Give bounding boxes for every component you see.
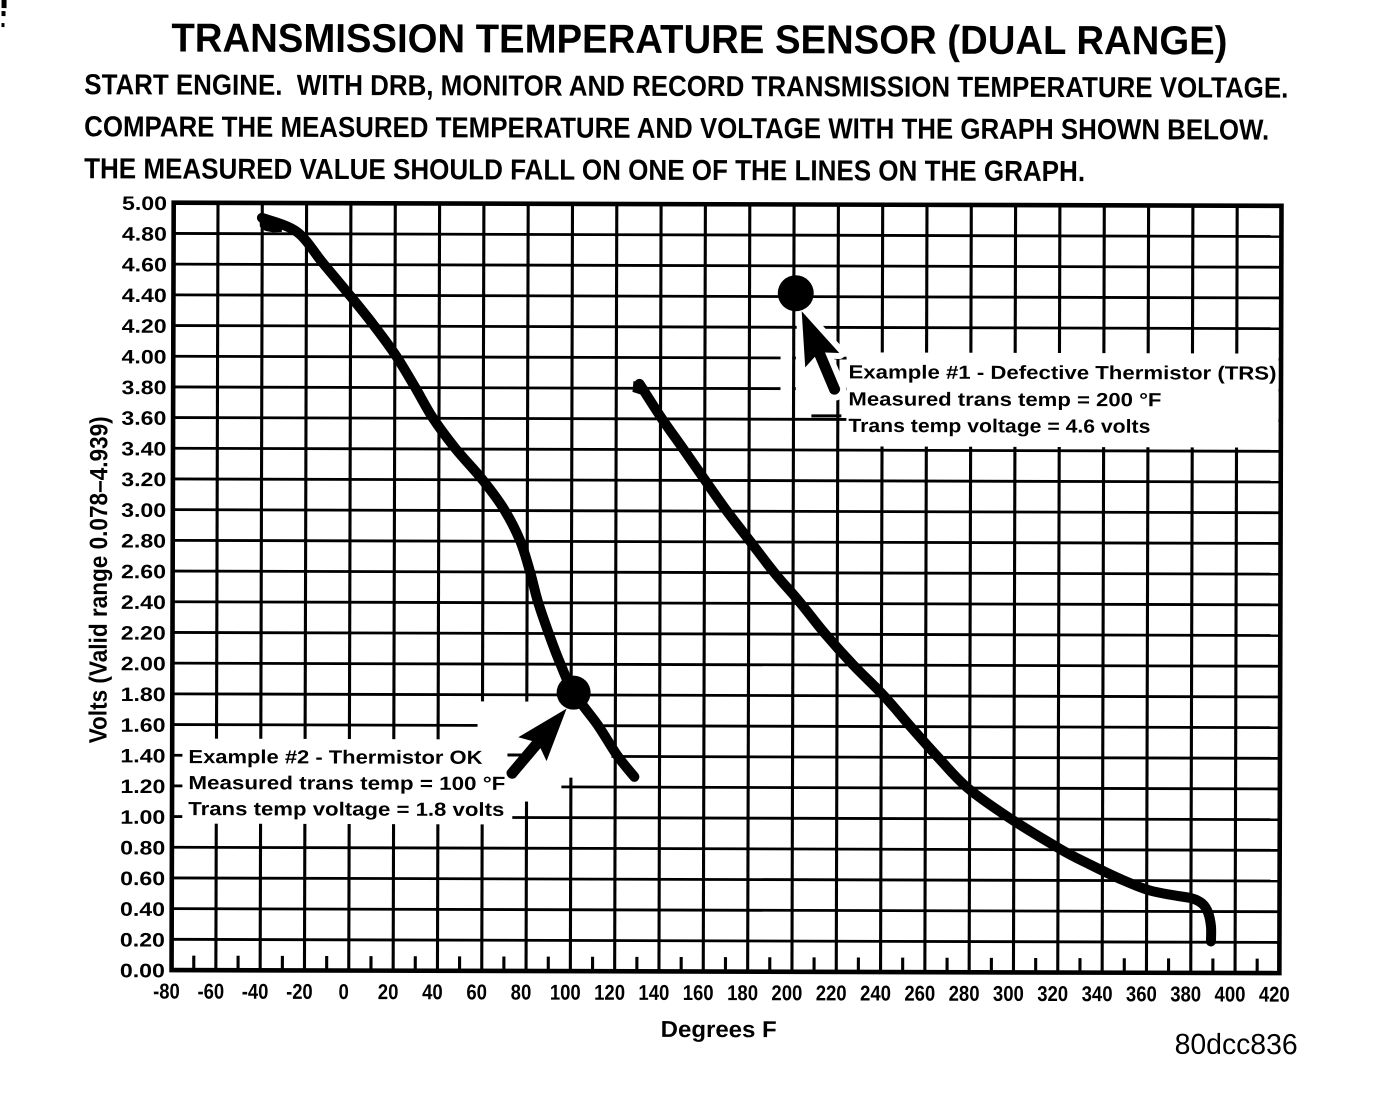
svg-text:COMPARE THE MEASURED TEMPERATU: COMPARE THE MEASURED TEMPERATURE AND VOL… (84, 111, 1269, 146)
svg-text:4.00: 4.00 (122, 346, 167, 368)
svg-text:40: 40 (422, 980, 443, 1004)
svg-text:400: 400 (1215, 982, 1246, 1006)
svg-text:320: 320 (1037, 982, 1068, 1006)
svg-text:180: 180 (727, 981, 758, 1005)
svg-text:Example #1 - Defective Thermis: Example #1 - Defective Thermistor (TRS) (848, 362, 1276, 384)
svg-text:360: 360 (1126, 982, 1157, 1006)
svg-text:-40: -40 (242, 980, 269, 1004)
svg-text:160: 160 (683, 981, 714, 1005)
svg-text:380: 380 (1170, 982, 1201, 1006)
svg-text:Volts (Valid range 0.078–4.939: Volts (Valid range 0.078–4.939) (84, 416, 113, 743)
svg-text:1.60: 1.60 (121, 715, 166, 737)
svg-text:2.00: 2.00 (121, 653, 166, 675)
svg-text:80: 80 (511, 980, 532, 1004)
svg-text:20: 20 (378, 980, 399, 1004)
svg-text:Trans temp voltage = 1.8 volts: Trans temp voltage = 1.8 volts (188, 799, 504, 821)
svg-text:2.80: 2.80 (121, 530, 166, 552)
svg-text:Measured trans temp = 200 °F: Measured trans temp = 200 °F (848, 389, 1161, 411)
svg-text:Measured trans temp = 100 °F: Measured trans temp = 100 °F (188, 773, 505, 795)
svg-text:1.00: 1.00 (120, 807, 165, 829)
svg-text:300: 300 (993, 982, 1024, 1006)
svg-text:80dcc836: 80dcc836 (1175, 1029, 1298, 1061)
svg-text:Trans temp voltage = 4.6 volts: Trans temp voltage = 4.6 volts (848, 416, 1150, 438)
svg-text:1.40: 1.40 (120, 745, 165, 767)
svg-text:0.40: 0.40 (120, 899, 165, 921)
svg-text:Degrees F: Degrees F (661, 1016, 777, 1042)
svg-text:-60: -60 (197, 980, 224, 1004)
svg-text:340: 340 (1082, 982, 1113, 1006)
svg-text:3.60: 3.60 (121, 408, 166, 430)
svg-text:280: 280 (949, 982, 980, 1006)
svg-text:220: 220 (816, 981, 847, 1005)
svg-text:THE MEASURED VALUE SHOULD FALL: THE MEASURED VALUE SHOULD FALL ON ONE OF… (84, 153, 1085, 188)
svg-text:2.20: 2.20 (121, 623, 166, 645)
svg-text:0.20: 0.20 (120, 929, 165, 951)
svg-text:4.40: 4.40 (122, 285, 167, 307)
svg-text:140: 140 (638, 981, 669, 1005)
svg-text:3.80: 3.80 (121, 377, 166, 399)
svg-text:4.60: 4.60 (122, 254, 167, 276)
svg-text:3.00: 3.00 (121, 500, 166, 522)
svg-text:0: 0 (339, 980, 349, 1004)
svg-text:START ENGINE. WITH DRB, MONIT: START ENGINE. WITH DRB, MONITOR AND RECO… (84, 69, 1288, 104)
svg-text:1.80: 1.80 (121, 684, 166, 706)
svg-text:3.40: 3.40 (121, 438, 166, 460)
svg-text:60: 60 (466, 980, 487, 1004)
svg-text:200: 200 (771, 981, 802, 1005)
svg-text:TRANSMISSION TEMPERATURE SENSO: TRANSMISSION TEMPERATURE SENSOR (DUAL RA… (171, 15, 1227, 64)
svg-text:2.60: 2.60 (121, 561, 166, 583)
svg-text:0.60: 0.60 (120, 868, 165, 890)
svg-text:120: 120 (594, 981, 625, 1005)
svg-text:240: 240 (860, 981, 891, 1005)
svg-text:260: 260 (904, 982, 935, 1006)
svg-text:2.40: 2.40 (121, 592, 166, 614)
svg-text:-80: -80 (153, 979, 180, 1003)
svg-text:-20: -20 (286, 980, 313, 1004)
svg-text:0.80: 0.80 (120, 837, 165, 859)
svg-text:4.20: 4.20 (122, 316, 167, 338)
svg-text:5.00: 5.00 (122, 193, 167, 215)
svg-text:3.20: 3.20 (121, 469, 166, 491)
svg-text:Example #2 - Thermistor OK: Example #2 - Thermistor OK (188, 747, 482, 769)
svg-text:420: 420 (1259, 983, 1290, 1007)
svg-text:100: 100 (550, 981, 581, 1005)
svg-text:4.80: 4.80 (122, 224, 167, 246)
svg-text:1.20: 1.20 (120, 776, 165, 798)
